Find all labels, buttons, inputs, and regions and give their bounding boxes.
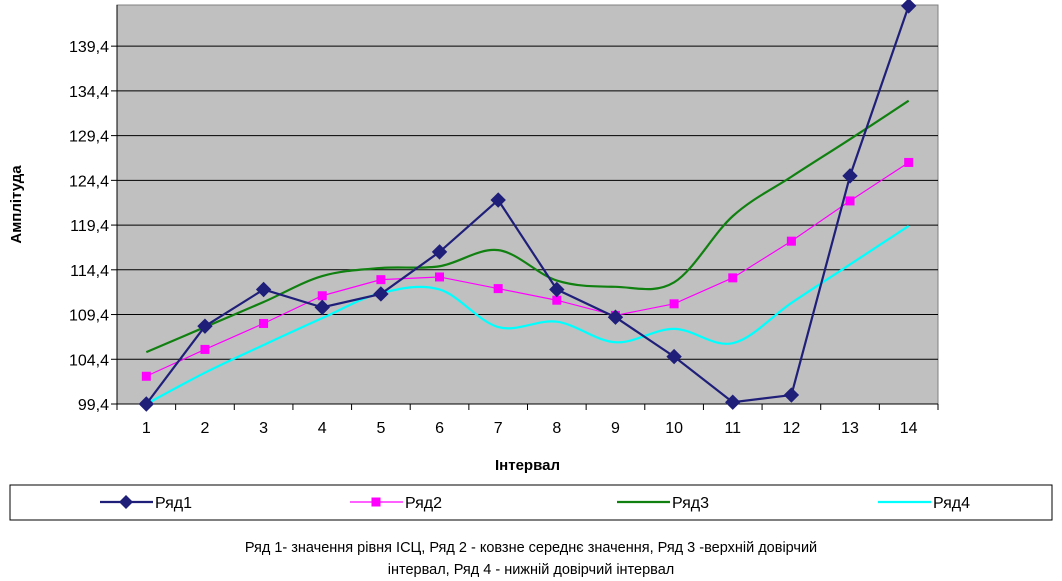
y-tick-label: 129,4 [69,129,109,146]
series-1 [138,0,917,412]
x-tick-label: 6 [435,420,444,437]
legend-label: Ряд1 [155,495,192,512]
series-1-point [725,394,741,410]
series-1-line [145,5,910,405]
series-1-point [197,318,213,334]
x-axis-ticks: 1 2 3 4 5 6 7 8 9 10 11 12 13 14 [116,404,939,437]
series-2-point [141,371,151,381]
legend-item-series-3: Ряд3 [617,495,709,512]
series-2-point [493,284,503,294]
x-tick-label: 11 [724,420,741,437]
series-1-point [314,299,330,316]
plot-area [116,4,939,405]
legend: Ряд1 Ряд2 Ряд3 Ряд4 [9,484,1053,521]
x-tick-label: 14 [900,420,918,437]
gridlines [116,5,938,405]
legend-item-series-2: Ряд2 [350,495,442,512]
y-tick-label: 134,4 [69,84,109,101]
x-tick-label: 9 [611,420,620,437]
legend-label: Ряд2 [405,495,442,512]
caption-line-2: інтервал, Ряд 4 - нижній довірчий інтерв… [387,562,675,578]
x-tick-label: 5 [376,420,385,437]
x-axis-title: Інтервал [495,457,560,474]
series-2-line [146,161,910,377]
legend-item-series-1: Ряд1 [100,495,192,512]
x-tick-label: 13 [841,420,859,437]
legend-marker [119,495,133,509]
series-3 [145,99,910,354]
y-tick-label: 104,4 [69,352,109,369]
series-1-point [666,348,682,365]
y-axis-title: Амплітуда [8,165,25,244]
y-tick-label: 124,4 [69,173,109,190]
legend-label: Ряд3 [672,495,709,512]
series-2-point [317,291,327,301]
y-axis-ticks: 99,4 104,4 109,4 114,4 119,4 124,4 129,4 134,4 1… [69,39,117,414]
series-2-point [435,272,445,282]
series-2-point [552,295,562,305]
y-tick-label: 99,4 [78,397,109,414]
series-2-point [786,236,796,246]
series-1-point [842,168,858,184]
x-tick-label: 2 [201,420,210,437]
caption-line-1: Ряд 1- значення рівня ІСЦ, Ряд 2 - ковзн… [244,540,818,556]
chart-caption: Ряд 1- значення рівня ІСЦ, Ряд 2 - ковзн… [0,537,1062,581]
x-tick-label: 8 [552,420,561,437]
series-2-point [904,157,914,167]
series-1-point [900,0,917,14]
x-tick-label: 4 [318,420,327,437]
series-2-point [200,344,210,354]
legend-items: Ряд1 Ряд2 Ряд3 Ряд4 [100,495,970,512]
x-tick-label: 1 [142,420,151,437]
x-tick-label: 7 [494,420,503,437]
series-4-line [145,225,910,405]
series-3-line [145,99,910,354]
series-1-point [607,309,624,325]
series-4 [145,225,910,405]
x-tick-label: 10 [665,420,683,437]
series-1-point [373,286,389,302]
series-layer [138,0,917,412]
legend-item-series-4: Ряд4 [878,495,970,512]
series-2 [141,157,914,381]
x-tick-label: 12 [782,420,800,437]
series-1-point [138,396,155,412]
series-2-point [376,275,386,285]
amplitude-line-chart: 99,4 104,4 109,4 114,4 119,4 124,4 129,4 134,4 1… [8,0,1053,521]
series-1-point [490,192,506,208]
y-tick-label: 119,4 [70,218,109,235]
y-tick-label: 109,4 [69,308,109,325]
series-2-point [728,273,738,283]
y-tick-label: 114,4 [70,263,109,280]
series-1-point [783,387,800,403]
series-2-point [259,318,269,328]
series-2-point [845,196,855,206]
y-tick-label: 139,4 [69,39,109,56]
series-1-point [431,244,448,260]
legend-marker [371,497,381,507]
x-tick-label: 3 [259,420,268,437]
series-1-point [255,281,272,298]
series-2-point [669,299,679,309]
legend-label: Ряд4 [933,495,970,512]
series-1-point [549,281,565,298]
